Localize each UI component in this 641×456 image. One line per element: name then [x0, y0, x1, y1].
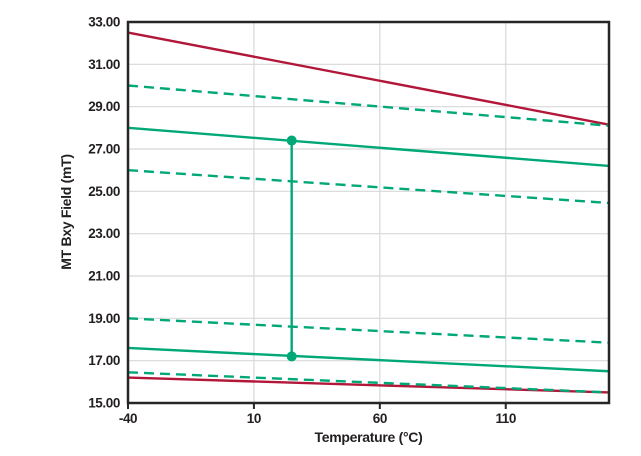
plot-border [126, 20, 611, 405]
y-tick-label: 19.00 [88, 311, 120, 326]
x-tick-label: 10 [247, 411, 261, 426]
y-tick-label: 29.00 [88, 99, 120, 114]
series-green-solid-lower [127, 346, 610, 373]
x-tick-label: 110 [495, 411, 516, 426]
series-green-dashed-3 [127, 317, 610, 344]
annotation-marker-dot [286, 135, 297, 146]
y-tick-label: 17.00 [88, 353, 120, 368]
x-tick-label: 60 [373, 411, 387, 426]
series-green-dashed-4 [127, 371, 610, 394]
y-tick-label: 21.00 [88, 269, 120, 284]
x-tick-label: -40 [119, 411, 137, 426]
series-red-solid-upper [127, 31, 610, 126]
y-tick-label: 23.00 [88, 226, 120, 241]
series-green-dashed-1 [127, 84, 610, 127]
y-tick-label: 25.00 [88, 184, 120, 199]
y-tick-label: 27.00 [88, 142, 120, 157]
series-green-dashed-2 [127, 168, 610, 205]
y-tick-label: 31.00 [88, 57, 120, 72]
series-green-solid-upper [127, 126, 610, 168]
y-axis-title: MT Bxy Field (mT) [58, 154, 74, 270]
annotation-marker-dot [286, 351, 297, 362]
y-tick-label: 33.00 [88, 15, 120, 30]
y-tick-label: 15.00 [88, 396, 120, 411]
x-axis-title: Temperature (°C) [314, 429, 423, 445]
